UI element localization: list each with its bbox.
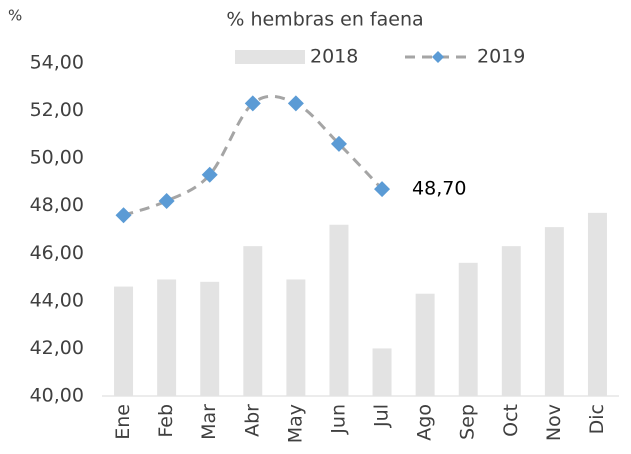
x-tick-label: Mar <box>198 404 220 440</box>
y-tick-label: 44,00 <box>30 289 84 311</box>
legend-swatch <box>235 50 305 64</box>
x-tick-label: Ene <box>112 404 134 440</box>
x-tick-label: Jul <box>371 404 393 428</box>
marker <box>374 181 391 198</box>
bar <box>458 262 478 396</box>
y-tick-label: 50,00 <box>30 147 84 169</box>
legend-label: 2019 <box>477 46 525 68</box>
x-tick-label: Oct <box>500 404 522 437</box>
x-tick-label: May <box>284 404 306 443</box>
bar <box>286 279 306 396</box>
marker <box>330 135 347 152</box>
x-tick-label: Ago <box>414 404 436 441</box>
marker <box>287 95 304 112</box>
bar <box>200 281 220 396</box>
x-tick-label: Jun <box>327 404 349 435</box>
data-label: 48,70 <box>412 178 466 200</box>
bar <box>114 286 134 396</box>
bar <box>329 224 349 396</box>
y-tick-label: 52,00 <box>30 99 84 121</box>
y-tick-label: 46,00 <box>30 242 84 264</box>
x-tick-label: Feb <box>155 404 177 438</box>
x-tick-label: Sep <box>457 404 479 440</box>
x-tick-label: Abr <box>241 404 263 437</box>
legend-marker <box>432 51 444 63</box>
bar <box>587 212 607 396</box>
bar <box>415 293 435 396</box>
y-tick-label: 54,00 <box>30 52 84 74</box>
bar <box>372 348 392 396</box>
chart-title: % hembras en faena <box>226 9 423 31</box>
y-tick-label: 48,00 <box>30 194 84 216</box>
y-tick-label: 42,00 <box>30 337 84 359</box>
y-tick-label: 40,00 <box>30 385 84 407</box>
bar <box>243 246 263 396</box>
marker <box>201 166 218 183</box>
marker <box>158 192 175 209</box>
bar <box>544 227 564 396</box>
marker <box>115 207 132 224</box>
y-axis-label: % <box>8 7 22 25</box>
bar <box>501 246 521 396</box>
marker <box>244 95 261 112</box>
bar <box>157 279 177 396</box>
x-tick-label: Nov <box>543 404 565 441</box>
legend-label: 2018 <box>310 46 358 68</box>
x-tick-label: Dic <box>586 404 608 434</box>
